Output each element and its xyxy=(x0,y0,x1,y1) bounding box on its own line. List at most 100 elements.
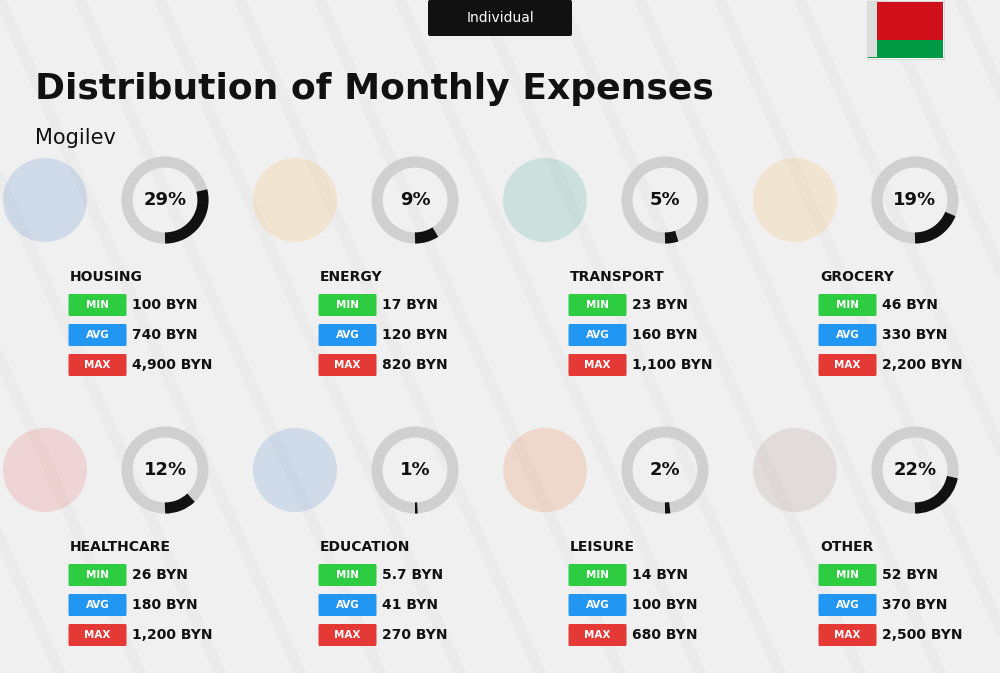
Text: MAX: MAX xyxy=(334,630,361,640)
FancyBboxPatch shape xyxy=(318,624,376,646)
Circle shape xyxy=(503,158,587,242)
Circle shape xyxy=(503,428,587,512)
FancyBboxPatch shape xyxy=(318,294,376,316)
FancyBboxPatch shape xyxy=(867,1,944,59)
Text: MIN: MIN xyxy=(86,300,109,310)
FancyBboxPatch shape xyxy=(68,324,127,346)
FancyBboxPatch shape xyxy=(818,624,876,646)
Text: MIN: MIN xyxy=(336,570,359,580)
Text: 52 BYN: 52 BYN xyxy=(882,568,938,582)
Text: 17 BYN: 17 BYN xyxy=(382,298,438,312)
Text: OTHER: OTHER xyxy=(820,540,873,554)
Circle shape xyxy=(253,428,337,512)
Text: MAX: MAX xyxy=(834,360,861,370)
Text: AVG: AVG xyxy=(836,330,859,340)
Circle shape xyxy=(253,158,337,242)
Text: 1,200 BYN: 1,200 BYN xyxy=(132,628,212,642)
FancyBboxPatch shape xyxy=(68,294,127,316)
Text: 14 BYN: 14 BYN xyxy=(632,568,688,582)
Text: MAX: MAX xyxy=(584,360,611,370)
Text: HOUSING: HOUSING xyxy=(70,270,143,284)
FancyBboxPatch shape xyxy=(868,40,943,57)
Text: 41 BYN: 41 BYN xyxy=(382,598,438,612)
FancyBboxPatch shape xyxy=(568,324,626,346)
Text: 19%: 19% xyxy=(893,191,937,209)
Text: 820 BYN: 820 BYN xyxy=(382,358,448,372)
Text: 2%: 2% xyxy=(650,461,680,479)
Text: Individual: Individual xyxy=(466,11,534,25)
Circle shape xyxy=(753,428,837,512)
Text: Mogilev: Mogilev xyxy=(35,128,116,148)
Text: EDUCATION: EDUCATION xyxy=(320,540,410,554)
FancyBboxPatch shape xyxy=(818,564,876,586)
Text: 2,500 BYN: 2,500 BYN xyxy=(882,628,962,642)
FancyBboxPatch shape xyxy=(68,354,127,376)
FancyBboxPatch shape xyxy=(818,294,876,316)
Text: 1,100 BYN: 1,100 BYN xyxy=(632,358,712,372)
Text: 5.7 BYN: 5.7 BYN xyxy=(382,568,443,582)
Text: MIN: MIN xyxy=(586,570,609,580)
FancyBboxPatch shape xyxy=(318,594,376,616)
Text: 330 BYN: 330 BYN xyxy=(882,328,947,342)
Text: 100 BYN: 100 BYN xyxy=(632,598,698,612)
Text: MAX: MAX xyxy=(834,630,861,640)
Text: 4,900 BYN: 4,900 BYN xyxy=(132,358,212,372)
Text: ENERGY: ENERGY xyxy=(320,270,383,284)
Text: 2,200 BYN: 2,200 BYN xyxy=(882,358,962,372)
Text: MAX: MAX xyxy=(584,630,611,640)
Circle shape xyxy=(753,158,837,242)
FancyBboxPatch shape xyxy=(818,594,876,616)
Text: 370 BYN: 370 BYN xyxy=(882,598,947,612)
Text: 270 BYN: 270 BYN xyxy=(382,628,448,642)
Text: AVG: AVG xyxy=(836,600,859,610)
FancyBboxPatch shape xyxy=(68,624,127,646)
Text: 160 BYN: 160 BYN xyxy=(632,328,698,342)
FancyBboxPatch shape xyxy=(318,564,376,586)
FancyBboxPatch shape xyxy=(818,324,876,346)
Text: GROCERY: GROCERY xyxy=(820,270,894,284)
Text: AVG: AVG xyxy=(336,330,359,340)
Text: HEALTHCARE: HEALTHCARE xyxy=(70,540,171,554)
Text: MAX: MAX xyxy=(334,360,361,370)
FancyBboxPatch shape xyxy=(68,564,127,586)
Text: MIN: MIN xyxy=(586,300,609,310)
FancyBboxPatch shape xyxy=(868,3,876,57)
Text: LEISURE: LEISURE xyxy=(570,540,635,554)
Text: 23 BYN: 23 BYN xyxy=(632,298,688,312)
Text: 22%: 22% xyxy=(893,461,937,479)
Text: 12%: 12% xyxy=(143,461,187,479)
Text: 5%: 5% xyxy=(650,191,680,209)
Circle shape xyxy=(3,158,87,242)
Text: 9%: 9% xyxy=(400,191,430,209)
FancyBboxPatch shape xyxy=(318,354,376,376)
Text: 26 BYN: 26 BYN xyxy=(132,568,188,582)
Text: 29%: 29% xyxy=(143,191,187,209)
Text: 100 BYN: 100 BYN xyxy=(132,298,198,312)
FancyBboxPatch shape xyxy=(568,564,626,586)
FancyBboxPatch shape xyxy=(568,624,626,646)
Text: AVG: AVG xyxy=(586,600,609,610)
Text: 120 BYN: 120 BYN xyxy=(382,328,448,342)
Text: MIN: MIN xyxy=(336,300,359,310)
FancyBboxPatch shape xyxy=(568,294,626,316)
Text: MAX: MAX xyxy=(84,630,111,640)
Text: AVG: AVG xyxy=(336,600,359,610)
FancyBboxPatch shape xyxy=(568,594,626,616)
FancyBboxPatch shape xyxy=(868,3,943,40)
Text: MIN: MIN xyxy=(836,300,859,310)
Text: 680 BYN: 680 BYN xyxy=(632,628,698,642)
FancyBboxPatch shape xyxy=(568,354,626,376)
Text: MAX: MAX xyxy=(84,360,111,370)
Text: TRANSPORT: TRANSPORT xyxy=(570,270,665,284)
Text: MIN: MIN xyxy=(836,570,859,580)
Text: AVG: AVG xyxy=(86,600,109,610)
FancyBboxPatch shape xyxy=(428,0,572,36)
FancyBboxPatch shape xyxy=(318,324,376,346)
Text: Distribution of Monthly Expenses: Distribution of Monthly Expenses xyxy=(35,72,714,106)
Text: 1%: 1% xyxy=(400,461,430,479)
Circle shape xyxy=(3,428,87,512)
FancyBboxPatch shape xyxy=(818,354,876,376)
Text: AVG: AVG xyxy=(86,330,109,340)
Text: MIN: MIN xyxy=(86,570,109,580)
Text: 180 BYN: 180 BYN xyxy=(132,598,198,612)
